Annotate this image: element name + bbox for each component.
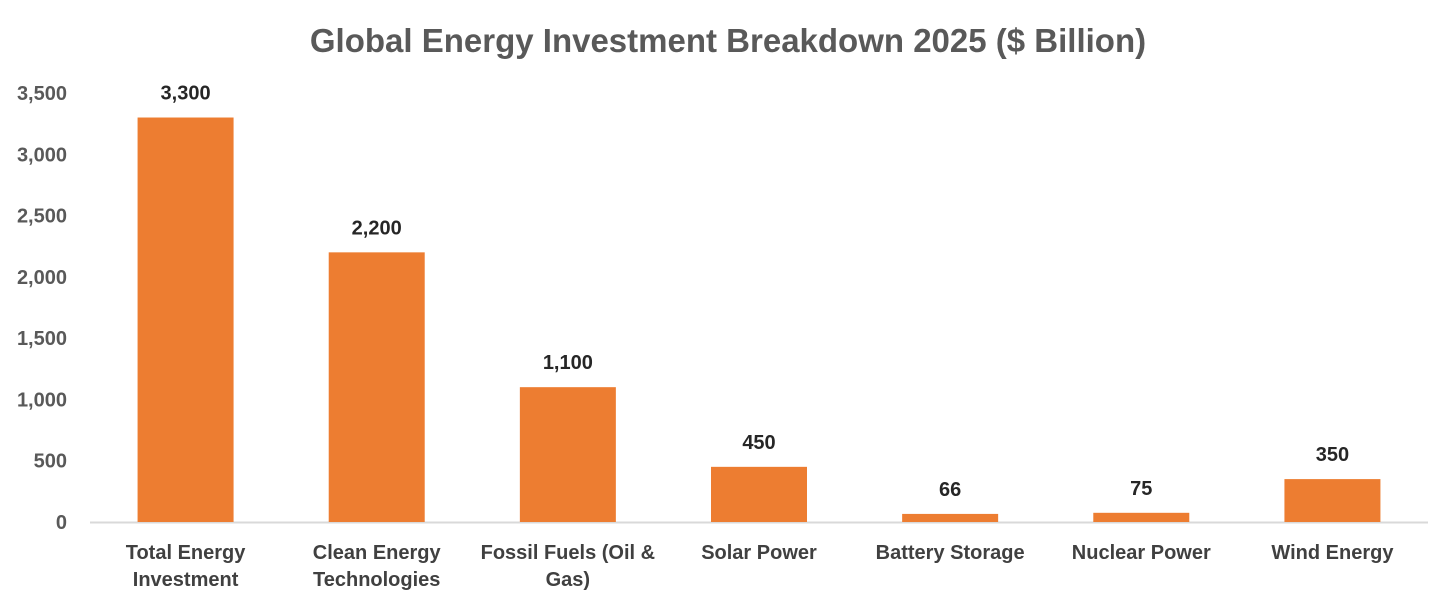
data-labels: 3,300 2,200 1,100 450 66 75 350	[161, 83, 1350, 501]
category-labels: Total Energy Investment Clean Energy Techno…	[126, 542, 1395, 591]
category-label: Fossil Fuels (Oil &	[481, 542, 655, 564]
category-label: Wind Energy	[1271, 542, 1394, 564]
y-tick-label: 500	[34, 451, 67, 473]
data-label: 66	[939, 479, 961, 501]
data-label: 3,300	[161, 83, 211, 105]
category-label: Investment	[133, 569, 239, 591]
category-label: Solar Power	[701, 542, 817, 564]
category-label: Technologies	[313, 569, 440, 591]
bar	[902, 513, 999, 522]
bars	[137, 117, 1381, 523]
y-tick-label: 0	[56, 512, 67, 534]
y-tick-label: 1,000	[17, 389, 67, 411]
data-label: 450	[742, 432, 775, 454]
bar	[137, 117, 234, 522]
bar	[519, 387, 616, 522]
y-tick-label: 3,500	[17, 83, 67, 105]
category-label: Clean Energy	[313, 542, 442, 564]
data-label: 75	[1130, 478, 1152, 500]
bar	[1093, 512, 1190, 522]
y-tick-label: 3,000	[17, 144, 67, 166]
y-tick-label: 2,000	[17, 267, 67, 289]
category-label: Gas)	[546, 569, 590, 591]
y-tick-label: 1,500	[17, 328, 67, 350]
data-label: 2,200	[352, 217, 402, 239]
category-label: Nuclear Power	[1072, 542, 1211, 564]
bar	[711, 466, 807, 522]
category-label: Battery Storage	[876, 542, 1025, 564]
data-label: 350	[1316, 444, 1349, 466]
category-label: Total Energy	[126, 542, 247, 564]
bar	[1284, 479, 1381, 522]
bar	[328, 252, 425, 523]
chart-title: Global Energy Investment Breakdown 2025 …	[309, 22, 1147, 59]
y-tick-label: 2,500	[17, 206, 67, 228]
data-label: 1,100	[543, 352, 593, 374]
y-axis-tick-labels: 0 500 1,000 1,500 2,000 2,500 3,000 3,500	[17, 83, 67, 534]
